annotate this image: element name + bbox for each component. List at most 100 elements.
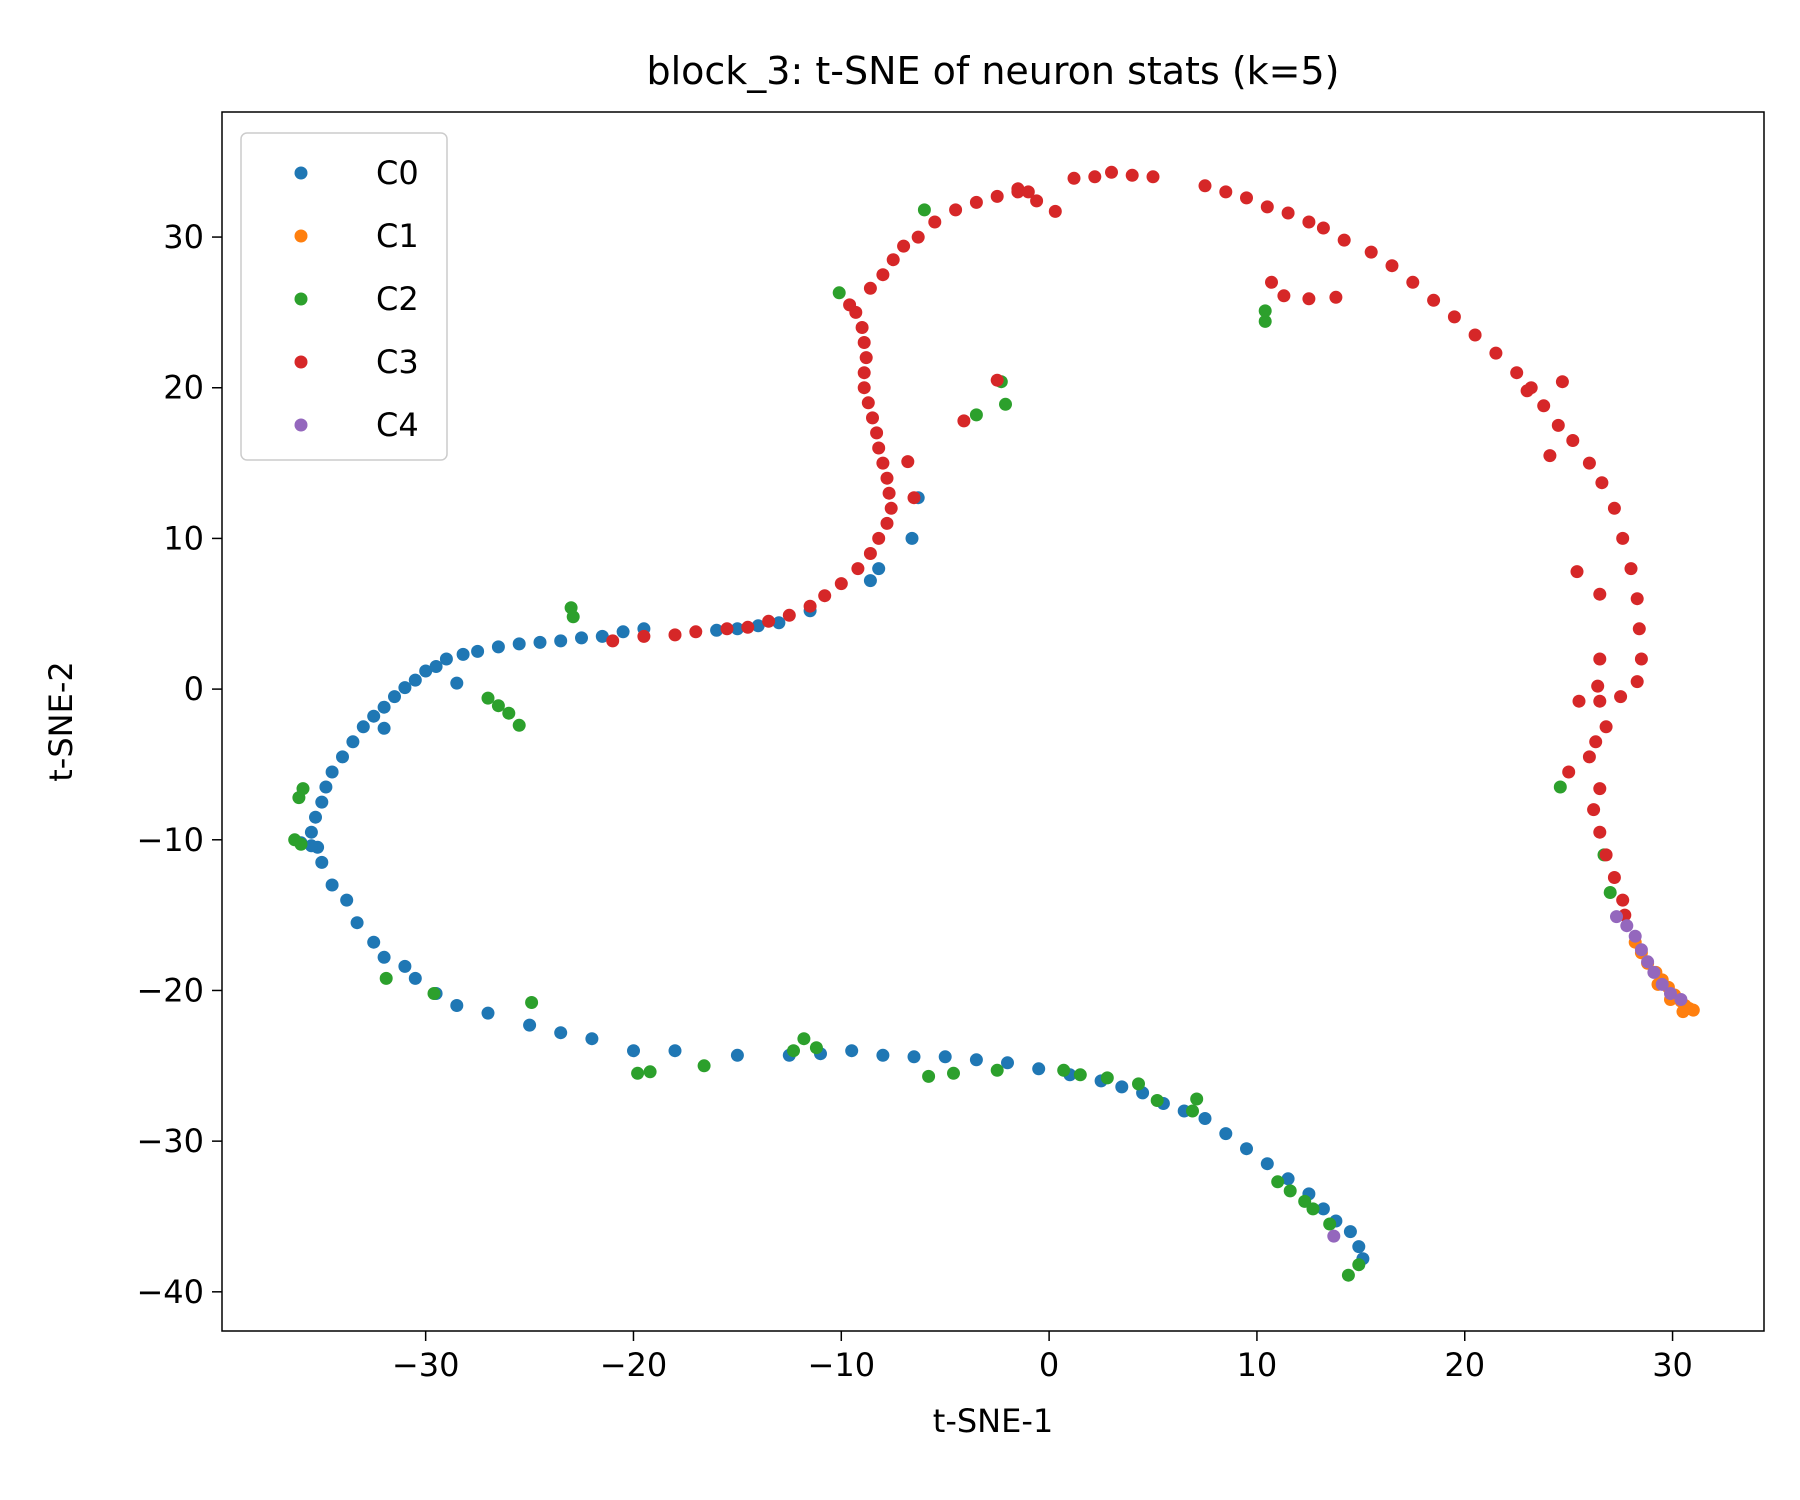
x-tick-label: 0 (1039, 1346, 1059, 1384)
data-point (990, 1063, 1004, 1077)
data-point (1073, 1068, 1087, 1082)
data-point (296, 782, 310, 796)
data-point (720, 622, 734, 636)
data-point (782, 608, 796, 622)
data-point (1011, 185, 1025, 199)
data-point (1620, 919, 1634, 933)
data-point (1624, 562, 1638, 576)
data-point (429, 660, 443, 673)
chart-title: block_3: t-SNE of neuron stats (k=5) (646, 49, 1339, 93)
y-tick-label: −30 (136, 1122, 204, 1160)
data-point (319, 780, 333, 794)
data-point (491, 640, 505, 654)
y-tick-label: 30 (163, 218, 204, 256)
data-point (1664, 987, 1677, 1000)
data-point (427, 987, 441, 1000)
data-point (356, 720, 370, 734)
data-point (901, 455, 915, 469)
data-point (1341, 1268, 1355, 1282)
data-point (1048, 204, 1062, 218)
data-point (876, 456, 890, 470)
data-point (938, 1050, 952, 1064)
y-tick-label: 20 (163, 369, 204, 407)
data-point (1260, 1157, 1274, 1171)
data-point (398, 681, 412, 695)
data-point (834, 577, 848, 591)
data-point (1553, 780, 1567, 794)
data-point (408, 971, 422, 985)
data-point (1655, 977, 1669, 991)
data-point (1562, 765, 1576, 779)
data-point (1616, 893, 1630, 907)
data-point (340, 893, 354, 907)
data-point (1599, 720, 1613, 734)
data-point (1281, 1172, 1295, 1186)
data-point (294, 837, 308, 851)
data-point (949, 203, 963, 217)
data-point (575, 631, 588, 645)
data-point (957, 414, 971, 428)
data-point (922, 1069, 936, 1083)
data-point (1240, 191, 1253, 205)
x-tick-label: 30 (1652, 1346, 1693, 1384)
data-point (456, 647, 470, 661)
data-point (1616, 531, 1630, 545)
data-point (1298, 1194, 1312, 1208)
data-point (1593, 694, 1607, 708)
data-point (969, 195, 983, 209)
data-point (863, 547, 877, 560)
data-point (990, 373, 1004, 387)
data-point (1686, 1003, 1700, 1017)
legend-marker (294, 229, 308, 243)
data-point (481, 691, 495, 705)
data-point (408, 673, 422, 687)
data-point (1150, 1094, 1164, 1107)
legend-label: C1 (376, 217, 419, 255)
data-point (1240, 1142, 1253, 1156)
data-point (1258, 314, 1272, 328)
data-point (1647, 965, 1661, 979)
data-point (1198, 1112, 1212, 1125)
data-point (907, 1050, 921, 1064)
data-point (1587, 803, 1601, 817)
data-point (1260, 200, 1274, 214)
data-point (876, 1048, 890, 1062)
data-point (1599, 848, 1613, 862)
data-point (643, 1065, 657, 1079)
legend-box (240, 132, 448, 461)
data-point (1271, 1175, 1285, 1189)
data-point (566, 610, 580, 624)
data-point (1641, 955, 1655, 969)
x-axis: −30 −20 −10 0 10 20 30 (392, 1331, 1693, 1384)
data-point (845, 1044, 859, 1058)
data-point (886, 253, 900, 267)
x-tick-label: 20 (1444, 1346, 1485, 1384)
data-point (1589, 735, 1603, 749)
data-point (1628, 929, 1642, 943)
data-point (1219, 1127, 1233, 1141)
series-C4 (1327, 910, 1688, 1243)
data-point (637, 629, 651, 643)
data-point (863, 574, 877, 588)
data-point (1198, 179, 1212, 193)
data-point (481, 1006, 495, 1020)
data-point (1593, 652, 1607, 666)
data-point (1614, 690, 1628, 704)
data-point (1593, 587, 1607, 601)
data-point (377, 950, 391, 964)
data-point (857, 381, 871, 395)
data-point (818, 589, 832, 603)
x-tick-label: −20 (600, 1346, 668, 1384)
data-point (689, 625, 703, 639)
data-point (947, 1066, 960, 1080)
data-point (880, 516, 894, 530)
legend-label: C3 (376, 343, 419, 381)
data-point (315, 855, 329, 869)
data-point (857, 366, 871, 380)
data-point (832, 286, 846, 300)
data-point (595, 629, 609, 643)
data-point (1306, 1202, 1320, 1216)
data-point (1057, 1063, 1071, 1077)
data-point (377, 721, 391, 735)
